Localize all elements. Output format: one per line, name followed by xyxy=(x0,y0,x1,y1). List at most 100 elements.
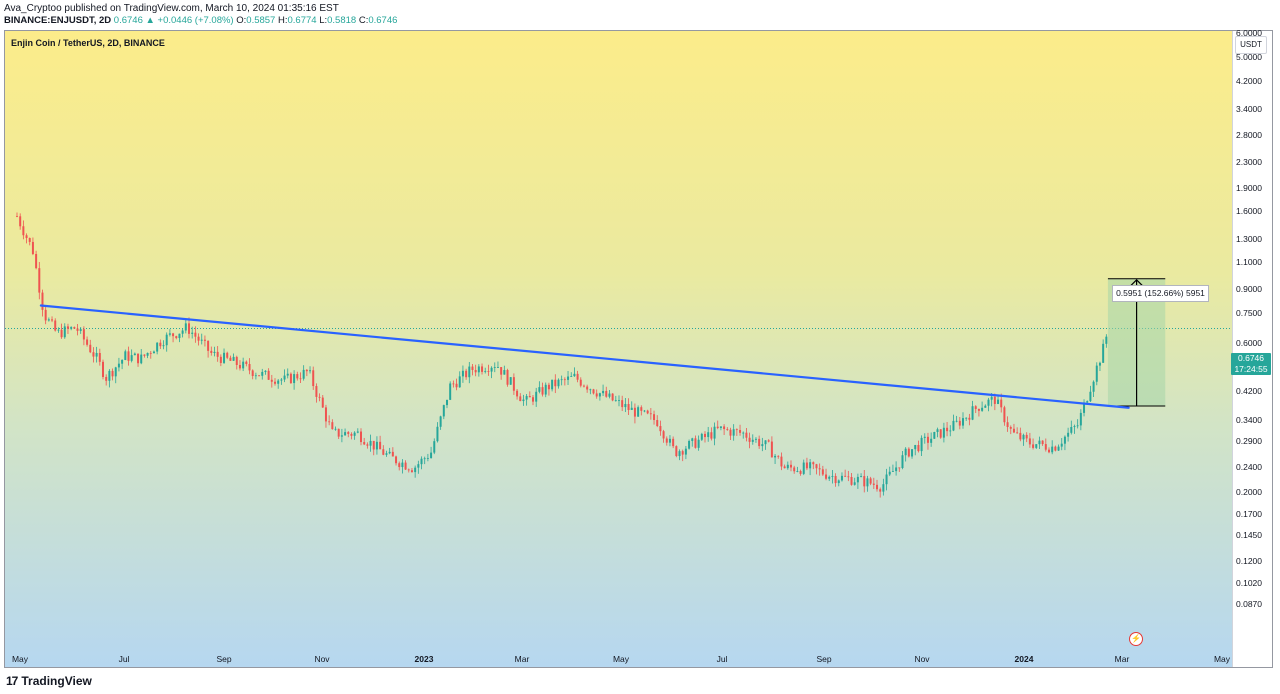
candle-195[interactable] xyxy=(637,405,640,417)
candle-331[interactable] xyxy=(1070,420,1073,435)
candle-65[interactable] xyxy=(223,348,226,364)
candle-265[interactable] xyxy=(860,473,863,478)
candle-10[interactable] xyxy=(47,317,50,322)
candle-26[interactable] xyxy=(98,348,101,366)
candle-37[interactable] xyxy=(133,352,136,356)
candle-319[interactable] xyxy=(1032,438,1035,450)
candle-286[interactable] xyxy=(926,432,929,450)
candle-142[interactable] xyxy=(468,361,471,384)
candle-191[interactable] xyxy=(624,398,627,413)
candle-124[interactable] xyxy=(410,468,413,473)
candle-262[interactable] xyxy=(850,472,853,486)
candle-314[interactable] xyxy=(1016,427,1019,434)
candle-115[interactable] xyxy=(382,445,385,456)
candle-257[interactable] xyxy=(834,473,837,487)
candle-153[interactable] xyxy=(503,365,506,375)
candle-253[interactable] xyxy=(821,465,824,477)
candle-334[interactable] xyxy=(1079,409,1082,431)
candle-155[interactable] xyxy=(509,377,512,385)
candle-3[interactable] xyxy=(25,233,28,244)
candle-223[interactable] xyxy=(726,427,729,431)
candle-60[interactable] xyxy=(207,340,210,358)
candle-150[interactable] xyxy=(493,362,496,373)
candle-293[interactable] xyxy=(949,425,952,437)
candle-61[interactable] xyxy=(210,346,213,356)
candle-134[interactable] xyxy=(442,404,445,420)
candle-43[interactable] xyxy=(152,350,155,354)
candle-34[interactable] xyxy=(124,349,127,361)
candle-278[interactable] xyxy=(901,451,904,470)
candle-178[interactable] xyxy=(582,384,585,388)
candle-72[interactable] xyxy=(245,360,248,367)
candle-342[interactable] xyxy=(1105,334,1108,348)
candle-173[interactable] xyxy=(567,370,570,386)
candle-87[interactable] xyxy=(293,370,296,390)
candle-258[interactable] xyxy=(837,479,840,487)
candle-310[interactable] xyxy=(1003,405,1006,426)
candle-14[interactable] xyxy=(60,323,63,339)
candle-96[interactable] xyxy=(321,395,324,409)
candle-109[interactable] xyxy=(363,437,366,446)
candle-229[interactable] xyxy=(745,427,748,442)
candle-244[interactable] xyxy=(793,465,796,474)
candle-25[interactable] xyxy=(95,346,98,363)
candle-125[interactable] xyxy=(414,465,417,478)
candle-233[interactable] xyxy=(758,435,761,449)
candle-70[interactable] xyxy=(238,360,241,371)
candle-272[interactable] xyxy=(882,478,885,496)
candle-103[interactable] xyxy=(344,428,347,436)
candle-312[interactable] xyxy=(1009,425,1012,435)
candle-261[interactable] xyxy=(847,470,850,482)
candle-250[interactable] xyxy=(812,461,815,470)
candle-108[interactable] xyxy=(360,428,362,446)
candle-73[interactable] xyxy=(248,358,251,375)
candle-137[interactable] xyxy=(452,380,455,388)
candle-171[interactable] xyxy=(560,375,563,386)
candle-0[interactable] xyxy=(16,212,18,218)
candle-193[interactable] xyxy=(630,401,633,411)
candle-27[interactable] xyxy=(102,359,104,380)
candle-47[interactable] xyxy=(165,332,168,352)
candle-186[interactable] xyxy=(608,390,611,399)
candle-338[interactable] xyxy=(1092,380,1095,398)
candle-9[interactable] xyxy=(44,307,47,325)
candle-287[interactable] xyxy=(930,432,933,447)
candle-71[interactable] xyxy=(242,357,245,372)
candle-85[interactable] xyxy=(286,368,289,379)
candle-196[interactable] xyxy=(640,405,643,416)
candle-203[interactable] xyxy=(662,429,665,443)
candle-123[interactable] xyxy=(407,468,410,473)
candle-18[interactable] xyxy=(73,326,76,329)
candle-208[interactable] xyxy=(678,449,681,461)
candle-234[interactable] xyxy=(761,437,764,452)
candle-28[interactable] xyxy=(105,374,108,386)
candle-183[interactable] xyxy=(598,392,601,401)
candle-66[interactable] xyxy=(226,351,229,360)
candle-120[interactable] xyxy=(398,461,401,471)
candle-62[interactable] xyxy=(213,346,216,357)
candle-292[interactable] xyxy=(946,421,949,437)
candle-260[interactable] xyxy=(844,469,847,478)
candle-180[interactable] xyxy=(589,388,592,395)
candle-76[interactable] xyxy=(258,375,261,377)
candle-228[interactable] xyxy=(742,431,745,439)
candle-176[interactable] xyxy=(576,370,579,383)
candle-210[interactable] xyxy=(684,445,687,460)
candle-270[interactable] xyxy=(876,479,878,492)
candle-118[interactable] xyxy=(391,447,394,457)
candle-313[interactable] xyxy=(1012,423,1015,434)
candle-254[interactable] xyxy=(825,468,828,481)
candle-74[interactable] xyxy=(251,369,254,380)
candle-86[interactable] xyxy=(289,372,292,384)
candle-189[interactable] xyxy=(618,395,620,407)
candle-147[interactable] xyxy=(484,367,487,374)
candle-273[interactable] xyxy=(885,468,888,491)
candle-106[interactable] xyxy=(353,431,356,440)
candle-1[interactable] xyxy=(19,213,22,230)
candle-17[interactable] xyxy=(70,326,73,331)
candle-77[interactable] xyxy=(261,368,264,380)
candle-320[interactable] xyxy=(1035,444,1038,450)
candle-321[interactable] xyxy=(1038,436,1041,450)
candle-212[interactable] xyxy=(691,437,694,447)
candle-315[interactable] xyxy=(1019,427,1022,442)
